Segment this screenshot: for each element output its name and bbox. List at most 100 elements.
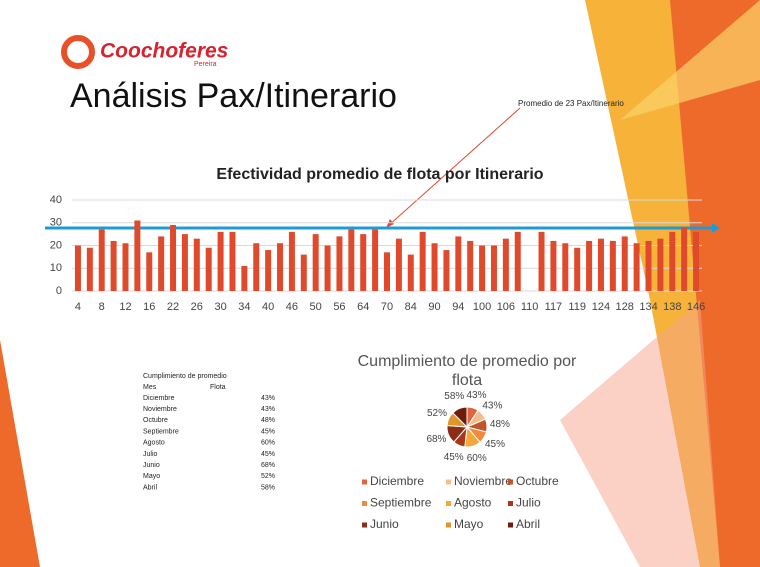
x-tick-label: 128 (616, 301, 634, 313)
data-label: 52% (427, 408, 447, 419)
x-tick-label: 8 (99, 301, 105, 313)
bar (562, 243, 569, 291)
bar-chart-title: Efectividad promedio de flota por Itiner… (216, 166, 543, 183)
x-tick-label: 90 (428, 301, 440, 313)
table-cell: 45% (261, 428, 275, 435)
bar (419, 231, 426, 291)
x-tick-label: 119 (568, 301, 586, 313)
logo-icon (61, 35, 95, 69)
bar (681, 227, 688, 291)
bar (158, 236, 165, 291)
bar (277, 243, 284, 291)
decor (620, 0, 760, 120)
bar (467, 240, 474, 291)
bar (253, 243, 260, 291)
bar (455, 236, 462, 291)
x-tick-label: 134 (639, 301, 657, 313)
data-label: 48% (490, 419, 510, 430)
legend-label: Agosto (454, 496, 492, 510)
table-header: Mes (143, 384, 157, 391)
x-tick-label: 34 (238, 301, 250, 313)
bar (146, 252, 153, 291)
legend-swatch (362, 501, 367, 506)
legend-swatch (446, 501, 451, 506)
bar (229, 231, 236, 291)
legend-swatch (508, 522, 513, 528)
legend-label: Diciembre (370, 474, 424, 488)
bar (633, 243, 640, 291)
decor (0, 340, 40, 567)
bar (538, 231, 545, 291)
bar (384, 252, 390, 291)
bar (586, 240, 593, 291)
bar (98, 229, 105, 291)
bar (490, 245, 497, 291)
bar (288, 231, 295, 291)
legend-swatch (508, 501, 513, 506)
x-tick-label: 117 (545, 301, 563, 313)
x-tick-label: 124 (592, 301, 610, 313)
table-header: Flota (210, 384, 226, 391)
x-tick-label: 138 (663, 301, 681, 313)
table-cell: 60% (261, 440, 275, 447)
bar (300, 254, 307, 291)
bar (443, 250, 450, 291)
x-tick-label: 26 (191, 301, 203, 313)
y-tick-label: 40 (50, 194, 62, 206)
bar (360, 234, 367, 291)
decor (560, 300, 720, 567)
x-tick-label: 64 (357, 301, 369, 313)
x-tick-label: 146 (687, 301, 705, 313)
bar (395, 238, 402, 291)
x-tick-label: 16 (143, 301, 155, 313)
bar (134, 220, 141, 291)
y-tick-label: 20 (50, 239, 62, 251)
bar (170, 225, 177, 291)
legend-swatch (446, 522, 451, 528)
decor (670, 0, 760, 567)
data-label: 45% (485, 439, 505, 450)
legend-swatch (362, 522, 367, 528)
bar (502, 238, 509, 291)
bar (241, 265, 248, 291)
bar (324, 245, 331, 291)
legend-swatch (362, 479, 367, 485)
bar (265, 250, 272, 291)
bar (181, 234, 188, 291)
legend-swatch (446, 479, 451, 485)
table-cell: 43% (261, 395, 275, 402)
x-tick-label: 106 (497, 301, 515, 313)
x-tick-label: 84 (405, 301, 417, 313)
logo-city: Pereira (194, 61, 217, 68)
bar (110, 240, 117, 291)
table-cell: Septiembre (143, 428, 179, 435)
table-cell: 52% (261, 473, 275, 480)
x-tick-label: 70 (381, 301, 393, 313)
y-tick-label: 30 (50, 217, 62, 229)
table-cell: Diciembre (143, 395, 175, 402)
bar (514, 231, 521, 291)
x-tick-label: 100 (473, 301, 491, 313)
bar (74, 245, 81, 291)
bar (597, 238, 604, 291)
table-cell: Abril (143, 484, 157, 491)
bar (122, 243, 129, 291)
y-tick-label: 0 (56, 285, 62, 297)
slide-title: Análisis Pax/Itinerario (70, 77, 397, 115)
bar (86, 247, 93, 291)
legend-label: Octubre (516, 474, 559, 488)
bar (348, 229, 355, 291)
table-cell: Agosto (143, 440, 165, 447)
bar (336, 236, 343, 291)
legend-label: Abril (516, 517, 540, 531)
x-tick-label: 40 (262, 301, 274, 313)
legend-swatch (508, 479, 513, 485)
x-tick-label: 94 (452, 301, 464, 313)
table-cell: 68% (261, 462, 275, 469)
bar (205, 247, 212, 291)
data-label: 45% (444, 452, 464, 463)
bar (609, 240, 616, 291)
data-label: 68% (426, 434, 446, 445)
bar (407, 254, 414, 291)
